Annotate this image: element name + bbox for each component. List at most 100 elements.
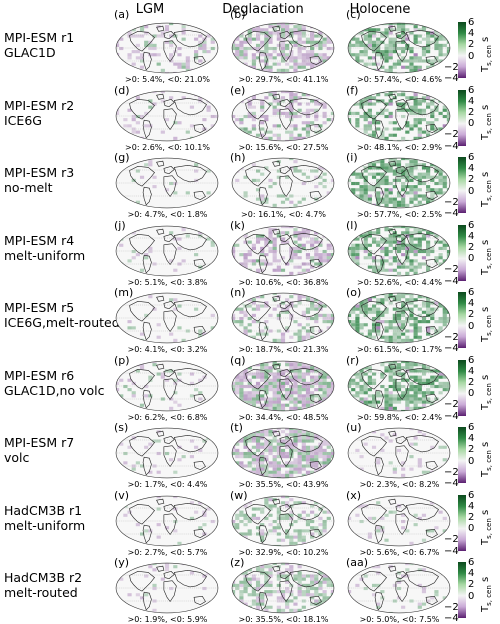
map-cell (413, 197, 418, 201)
map-cell (438, 59, 443, 63)
map-cell (301, 442, 306, 446)
map-cell (413, 95, 418, 99)
map-cell (260, 368, 265, 372)
map-cell (363, 130, 368, 134)
map-cell (380, 236, 385, 241)
map-cell (268, 384, 273, 388)
map-cell (285, 240, 290, 244)
map-cell (272, 268, 277, 272)
map-cell (409, 95, 414, 99)
colorbar-tick: 4 (468, 163, 475, 175)
map-cell (367, 126, 372, 131)
row-label-experiment: ICE6G (4, 112, 42, 128)
map-cell (371, 62, 377, 66)
map-cell (297, 95, 302, 99)
coastline (279, 98, 291, 107)
map-cell (348, 46, 352, 51)
map-cell (363, 362, 368, 366)
map-panel (231, 157, 335, 209)
map-cell (388, 326, 393, 330)
map-cell (388, 255, 393, 259)
map-cell (380, 590, 385, 594)
map-cell (442, 25, 447, 29)
map-cell (367, 403, 372, 407)
map-cell (206, 50, 211, 54)
map-cell (405, 255, 410, 259)
map-cell (355, 136, 360, 140)
map-cell (442, 178, 447, 182)
map-cell (301, 403, 306, 407)
map-cell (446, 114, 450, 118)
map-cell (260, 387, 265, 391)
map-cell (210, 497, 215, 501)
map-cell (232, 258, 236, 262)
map-cell (380, 313, 385, 317)
map-cell (235, 62, 240, 66)
map-cell (376, 126, 381, 131)
map-cell (194, 387, 199, 391)
map-cell (260, 467, 265, 471)
map-cell (376, 92, 381, 96)
map-cell (442, 243, 447, 247)
map-cell (177, 371, 182, 376)
map-cell (314, 608, 319, 612)
map-cell (251, 393, 256, 397)
map-cell (426, 34, 431, 38)
map-cell (392, 384, 397, 388)
map-cell (260, 114, 265, 118)
map-cell (123, 451, 128, 456)
map-cell (417, 108, 422, 112)
map-cell (251, 307, 256, 311)
coastline (163, 310, 177, 333)
map-cell (173, 307, 178, 311)
map-cell (173, 338, 178, 342)
map-cell (144, 111, 149, 115)
map-cell (326, 293, 331, 296)
map-cell (376, 458, 381, 462)
map-cell (239, 316, 244, 321)
map-cell (430, 175, 435, 179)
map-cell (268, 31, 273, 35)
map-cell (314, 393, 319, 397)
map-cell (268, 101, 273, 106)
map-cell (123, 568, 128, 572)
map-cell (260, 433, 265, 437)
map-cell (434, 329, 439, 333)
map-cell (232, 227, 236, 231)
map-cell (401, 197, 406, 201)
map-cell (330, 95, 334, 99)
map-cell (268, 25, 273, 29)
map-cell (401, 243, 406, 247)
map-cell (264, 117, 269, 121)
map-cell (243, 378, 248, 382)
map-cell (243, 393, 248, 397)
map-cell (127, 495, 132, 498)
map-cell (264, 50, 269, 54)
map-cell (235, 178, 240, 182)
map-cell (305, 111, 311, 115)
coastline (156, 565, 165, 572)
map-cell (409, 169, 414, 173)
map-cell (255, 197, 261, 201)
map-cell (127, 92, 132, 96)
map-cell (144, 40, 149, 44)
map-cell (405, 378, 410, 382)
map-cell (314, 586, 319, 591)
map-cell (355, 448, 360, 452)
map-cell (363, 387, 368, 391)
map-cell (367, 329, 372, 333)
map-cell (181, 95, 186, 99)
map-cell (417, 163, 422, 167)
map-cell (243, 92, 248, 96)
colorbar-tick: 0 (468, 455, 475, 467)
coastline (395, 368, 407, 377)
map-cell (260, 375, 265, 379)
map-cell (235, 400, 240, 404)
map-cell (413, 236, 418, 241)
map-cell (351, 332, 356, 336)
row-label-experiment: melt-uniform (4, 247, 86, 263)
map-cell (276, 43, 281, 47)
map-cell (305, 513, 311, 517)
map-cell (239, 428, 244, 431)
map-cell (401, 166, 406, 170)
